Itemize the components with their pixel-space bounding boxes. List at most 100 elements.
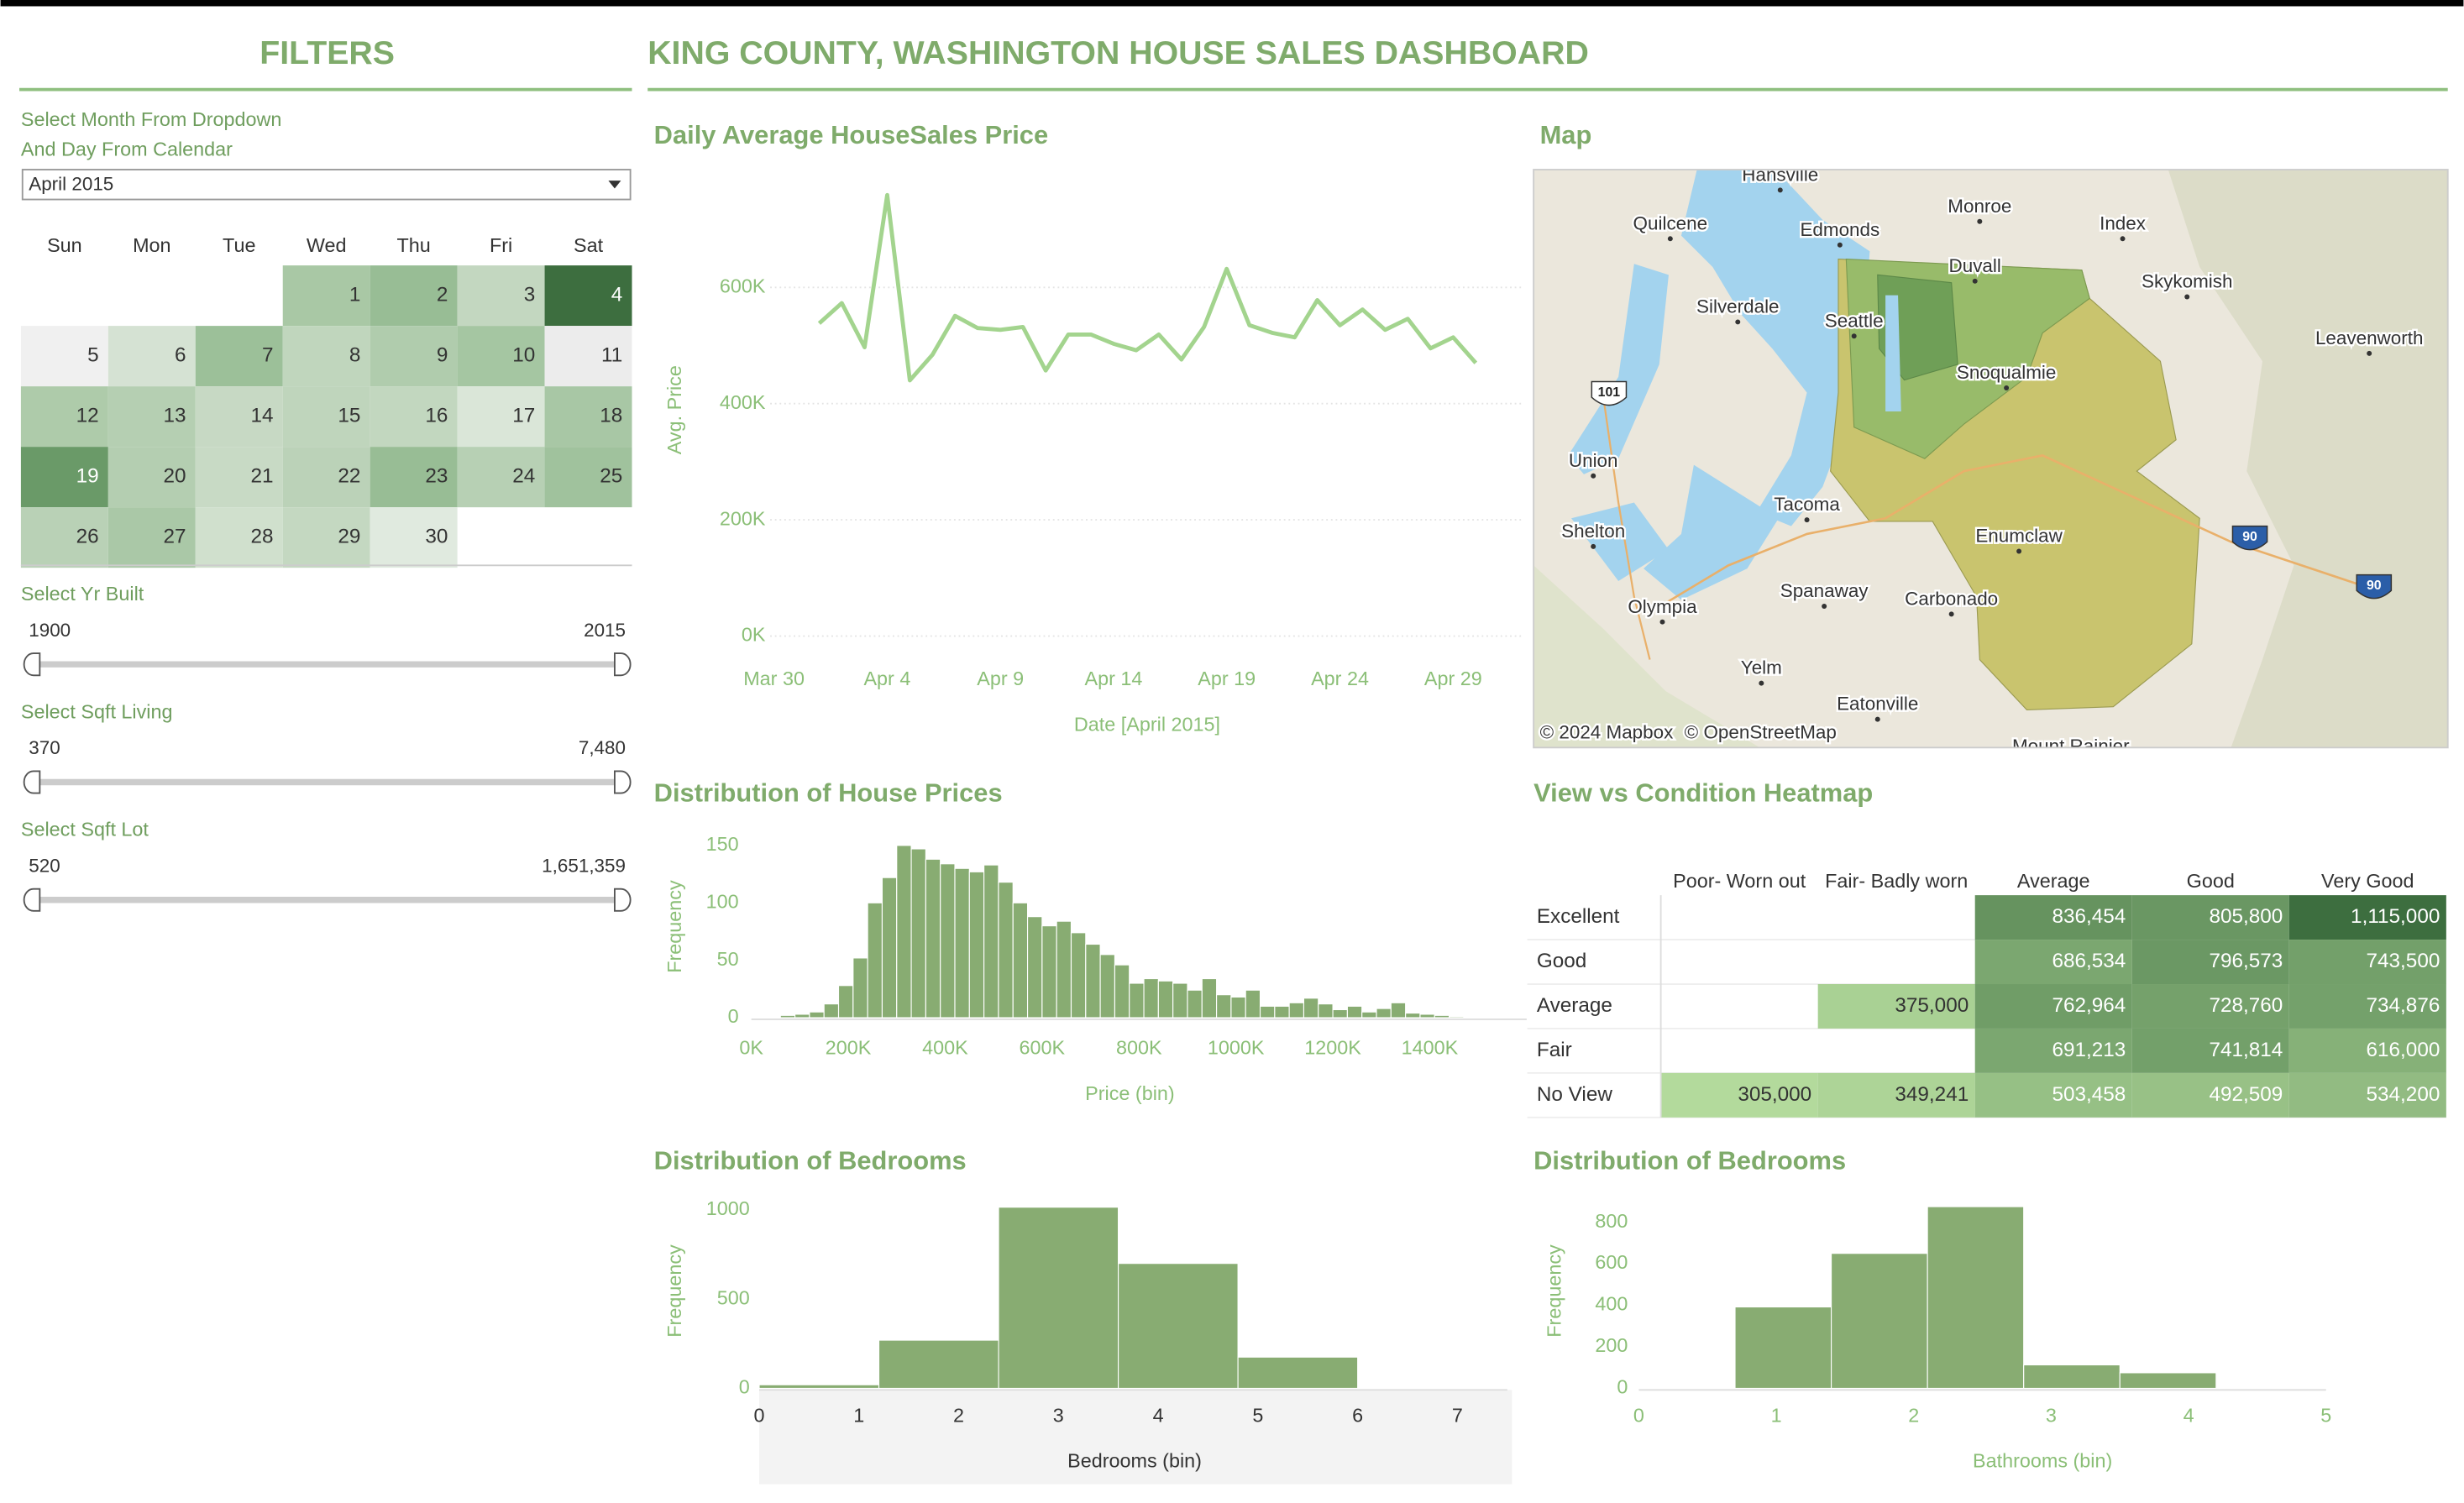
calendar-day-number[interactable]: 19 (76, 465, 99, 488)
calendar-day[interactable] (282, 447, 370, 508)
calendar-day[interactable] (370, 507, 458, 568)
calendar-day[interactable] (544, 326, 632, 387)
calendar-day-number[interactable]: 18 (600, 405, 622, 427)
calendar-day[interactable] (20, 447, 108, 508)
place-label: Index (2100, 212, 2146, 233)
calendar-day[interactable] (20, 386, 108, 448)
heatmap-cell (1817, 984, 1975, 1029)
calendar-day[interactable] (457, 386, 545, 448)
x-tick-label: 0 (1633, 1404, 1644, 1426)
x-tick-label: 1 (1771, 1404, 1782, 1426)
calendar-day-number[interactable]: 10 (512, 344, 535, 367)
place-label: Skykomish (2142, 271, 2232, 292)
y-tick-label: 0 (739, 1376, 750, 1398)
calendar-day[interactable] (282, 326, 370, 387)
calendar-day-number[interactable]: 29 (338, 526, 360, 548)
calendar-day-number[interactable]: 24 (512, 465, 535, 488)
calendar-day-number[interactable]: 4 (611, 284, 623, 306)
slider-handle[interactable] (23, 770, 41, 794)
dropdown-arrow[interactable] (608, 181, 621, 189)
histogram-bar (1288, 1002, 1305, 1019)
slider-handle[interactable] (613, 888, 632, 912)
calendar-day-number[interactable]: 28 (250, 526, 273, 548)
calendar-day[interactable] (20, 326, 108, 387)
calendar-day[interactable] (370, 265, 458, 327)
heatmap-cell (2288, 1072, 2446, 1118)
calendar-day-number[interactable]: 1 (349, 284, 361, 306)
histogram-bar (910, 848, 926, 1019)
top-bar (0, 0, 2464, 7)
calendar-day-number[interactable]: 26 (76, 526, 99, 548)
slider-handle[interactable] (23, 652, 41, 677)
calendar-day-number[interactable]: 14 (250, 405, 273, 427)
place-label: Mount Rainier (2012, 736, 2130, 757)
calendar-day-number[interactable]: 17 (512, 405, 535, 427)
calendar-day[interactable] (20, 507, 108, 568)
place-label: Carbonado (1905, 588, 1998, 609)
calendar-day-number[interactable]: 11 (601, 344, 622, 367)
calendar-day[interactable] (370, 326, 458, 387)
city-dot (2016, 548, 2022, 554)
month-dropdown[interactable]: April 2015 (21, 169, 632, 201)
dropdown-value[interactable]: April 2015 (29, 174, 113, 195)
calendar-day-number[interactable]: 21 (250, 465, 273, 488)
calendar-day[interactable] (544, 386, 632, 448)
calendar-day-number[interactable]: 2 (437, 284, 448, 306)
histogram-bar (758, 1384, 880, 1390)
calendar-day-number[interactable]: 25 (600, 465, 622, 488)
city-dot (1822, 603, 1827, 609)
x-axis-label: Bedrooms (bin) (1067, 1450, 1202, 1472)
calendar-day[interactable] (107, 447, 196, 508)
histogram-bar (896, 845, 912, 1019)
calendar-day-number[interactable]: 27 (164, 526, 186, 548)
calendar-day-number[interactable]: 5 (87, 344, 99, 367)
cell-label: 805,800 (2209, 905, 2283, 928)
city-dot (1837, 242, 1843, 248)
cell-label: 762,964 (2052, 994, 2126, 1017)
calendar-day[interactable] (370, 447, 458, 508)
heatmap-cell (2131, 1028, 2289, 1073)
calendar-day-number[interactable]: 12 (76, 405, 99, 427)
calendar-day[interactable] (107, 326, 196, 387)
histogram-bar (1734, 1306, 1832, 1390)
calendar-day[interactable] (282, 386, 370, 448)
calendar-day[interactable] (282, 507, 370, 568)
weekday-label: Tue (223, 234, 255, 256)
calendar-day[interactable] (107, 507, 196, 568)
histogram-bar (925, 858, 941, 1019)
calendar-day[interactable] (282, 265, 370, 327)
slider-handle[interactable] (613, 770, 632, 794)
calendar-day-number[interactable]: 20 (164, 465, 186, 488)
calendar-day[interactable] (107, 386, 196, 448)
y-tick-label: 0 (1617, 1376, 1628, 1398)
slider-handle[interactable] (23, 888, 41, 912)
calendar-day[interactable] (195, 447, 283, 508)
calendar-day-number[interactable]: 7 (262, 344, 274, 367)
calendar-day-number[interactable]: 9 (437, 344, 448, 367)
calendar-day-number[interactable]: 23 (425, 465, 448, 488)
place-label: Quilcene (1633, 212, 1708, 233)
calendar-day[interactable] (544, 447, 632, 508)
calendar-day[interactable] (544, 265, 632, 327)
calendar-day[interactable] (195, 507, 283, 568)
calendar-day-number[interactable]: 3 (524, 284, 536, 306)
y-tick-label: 150 (706, 833, 739, 855)
calendar-day[interactable] (195, 386, 283, 448)
x-tick-label: 0K (739, 1037, 763, 1059)
slider-handle[interactable] (613, 652, 632, 677)
calendar-day[interactable] (457, 326, 545, 387)
calendar-day-number[interactable]: 6 (175, 344, 186, 367)
calendar-day-number[interactable]: 30 (425, 526, 448, 548)
calendar-day[interactable] (457, 265, 545, 327)
calendar-day-number[interactable]: 22 (338, 465, 360, 488)
calendar-day-number[interactable]: 16 (425, 405, 448, 427)
calendar-day-number[interactable]: 15 (338, 405, 360, 427)
calendar-day[interactable] (370, 386, 458, 448)
calendar-day[interactable] (457, 447, 545, 508)
calendar-day-number[interactable]: 8 (349, 344, 361, 367)
row-label: Good (1537, 950, 1586, 972)
calendar-day[interactable] (195, 326, 283, 387)
dropdown-box[interactable] (21, 169, 632, 201)
calendar-day-number[interactable]: 13 (164, 405, 186, 427)
cell-label: 349,241 (1895, 1083, 1969, 1106)
